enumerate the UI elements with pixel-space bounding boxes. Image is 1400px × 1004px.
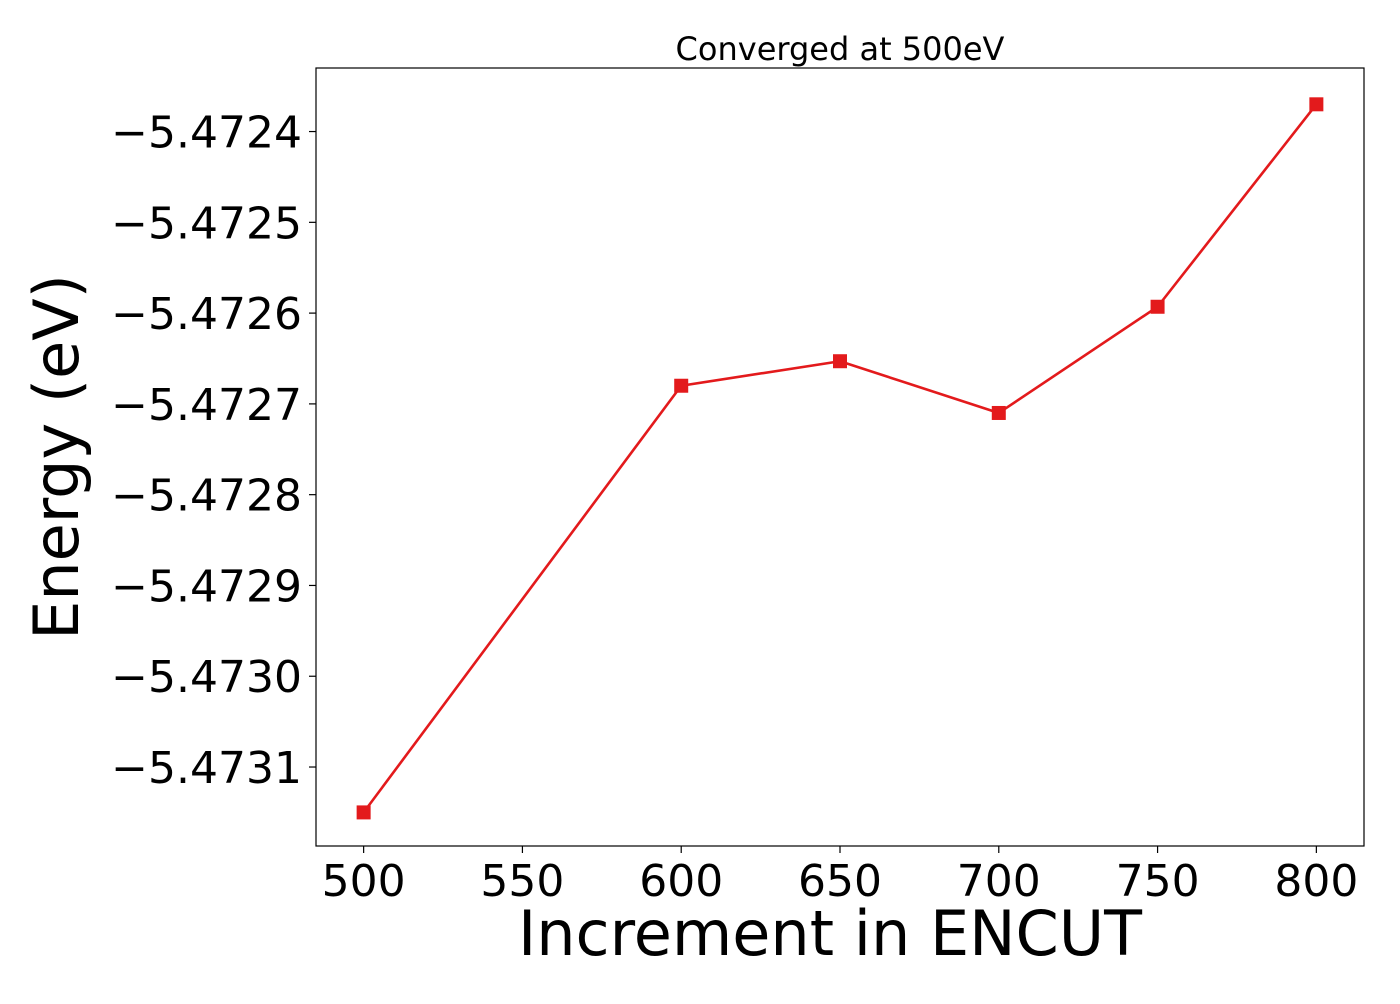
data-point-marker <box>1309 97 1324 112</box>
y-tick-label: −5.4724 <box>111 108 302 159</box>
plot-frame <box>315 67 1365 847</box>
y-tick-label: −5.4727 <box>111 380 302 431</box>
x-tick-label: 550 <box>480 856 564 907</box>
y-tick-label: −5.4728 <box>111 471 302 522</box>
data-point-marker <box>674 378 689 393</box>
y-tick-label: −5.4726 <box>111 289 302 340</box>
series-layer <box>356 97 1324 820</box>
x-tick-label: 600 <box>639 856 723 907</box>
y-axis-label: Energy (eV) <box>20 274 93 640</box>
x-tick-label: 650 <box>798 856 882 907</box>
y-axis-ticks: −5.4731 −5.4730 −5.4729 −5.4728 −5.4727 −5.47… <box>111 108 316 794</box>
y-tick-label: −5.4730 <box>111 652 302 703</box>
data-point-marker <box>356 805 371 820</box>
data-point-marker <box>1150 299 1165 314</box>
x-axis-label: Increment in ENCUT <box>518 897 1143 970</box>
data-point-marker <box>991 405 1006 420</box>
chart-title: Converged at 500eV <box>676 30 1005 68</box>
x-tick-label: 500 <box>322 856 406 907</box>
y-tick-label: −5.4731 <box>111 743 302 794</box>
x-tick-label: 700 <box>957 856 1041 907</box>
x-axis-ticks: 500 550 600 650 700 750 800 <box>322 846 1358 907</box>
y-tick-label: −5.4725 <box>111 198 302 249</box>
data-point-marker <box>833 354 847 369</box>
y-tick-label: −5.4729 <box>111 561 302 612</box>
x-tick-label: 800 <box>1274 856 1358 907</box>
x-tick-label: 750 <box>1116 856 1200 907</box>
series-line <box>362 103 1318 814</box>
